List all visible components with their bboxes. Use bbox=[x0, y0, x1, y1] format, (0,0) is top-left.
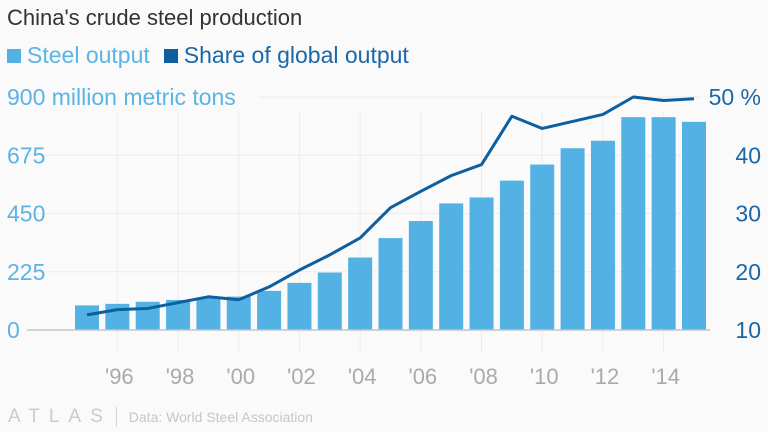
bar-2010 bbox=[530, 164, 555, 330]
x-tick-label: '08 bbox=[469, 364, 498, 389]
left-tick-label: 675 bbox=[7, 142, 45, 168]
bar-2008 bbox=[469, 197, 494, 330]
x-tick-label: '00 bbox=[226, 364, 255, 389]
bar-2002 bbox=[287, 282, 312, 330]
left-tick-label: 900 million metric tons bbox=[7, 84, 236, 110]
right-tick-label: 10 bbox=[735, 317, 761, 343]
x-tick-label: '06 bbox=[409, 364, 438, 389]
bar-2013 bbox=[621, 117, 646, 331]
left-tick-label: 450 bbox=[7, 201, 45, 227]
right-tick-label: 50 % bbox=[709, 84, 761, 110]
bar-2007 bbox=[439, 203, 464, 330]
legend-label: Share of global output bbox=[183, 42, 409, 68]
x-tick-label: '98 bbox=[166, 364, 195, 389]
bar-1999 bbox=[196, 297, 221, 330]
bar-1996 bbox=[105, 303, 130, 330]
x-tick-label: '12 bbox=[591, 364, 620, 389]
bar-1995 bbox=[75, 305, 99, 330]
bar-2015 bbox=[682, 121, 706, 330]
divider bbox=[115, 407, 117, 427]
bar-2011 bbox=[560, 148, 585, 330]
x-tick-label: '14 bbox=[651, 364, 680, 389]
bar-2000 bbox=[226, 296, 251, 330]
x-tick-label: '04 bbox=[348, 364, 377, 389]
bar-2004 bbox=[348, 257, 373, 330]
bar-2003 bbox=[317, 272, 342, 330]
right-tick-label: 40 bbox=[735, 142, 761, 168]
bar-2006 bbox=[408, 221, 433, 330]
bar-2009 bbox=[499, 180, 524, 330]
right-tick-label: 30 bbox=[735, 201, 761, 227]
atlas-logo: ATLAS bbox=[8, 406, 112, 427]
left-tick-label: 0 bbox=[7, 317, 20, 343]
x-tick-label: '96 bbox=[105, 364, 134, 389]
chart-title: China's crude steel production bbox=[7, 5, 303, 30]
bar-2012 bbox=[590, 140, 615, 330]
left-tick-label: 225 bbox=[7, 259, 45, 285]
right-tick-label: 20 bbox=[735, 259, 761, 285]
footer: ATLAS Data: World Steel Association bbox=[8, 406, 313, 428]
source-text: Data: World Steel Association bbox=[128, 409, 313, 425]
bar-2005 bbox=[378, 238, 403, 330]
x-tick-label: '10 bbox=[530, 364, 559, 389]
bar-2014 bbox=[651, 117, 676, 331]
legend-swatch bbox=[163, 48, 178, 63]
x-tick-label: '02 bbox=[287, 364, 316, 389]
legend-label: Steel output bbox=[27, 42, 150, 68]
legend: Steel output Share of global output bbox=[7, 42, 409, 69]
bar-2001 bbox=[257, 290, 282, 330]
legend-swatch bbox=[7, 48, 21, 63]
legend-item-share: Share of global output bbox=[163, 42, 409, 69]
legend-item-steel-output: Steel output bbox=[7, 42, 150, 69]
